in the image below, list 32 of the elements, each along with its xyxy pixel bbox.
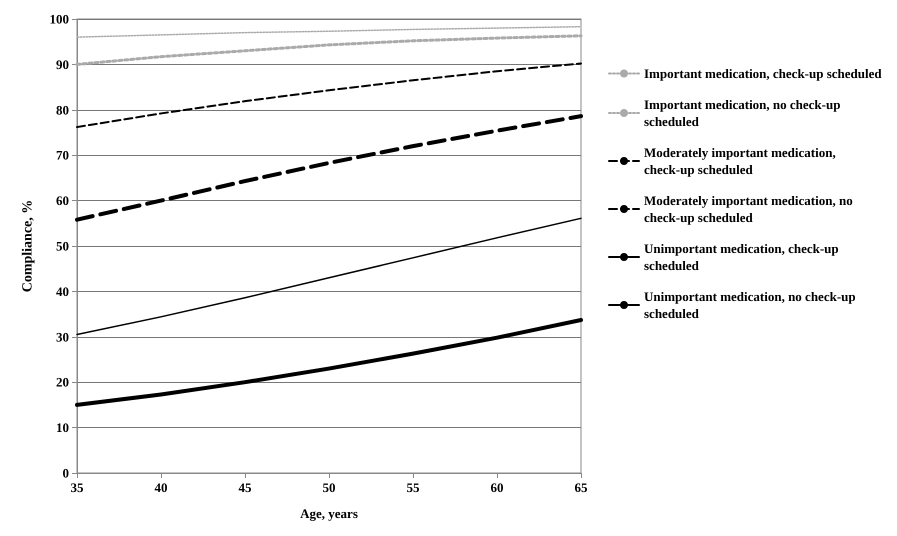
x-axis-title: Age, years bbox=[300, 506, 358, 521]
y-tick-label: 40 bbox=[56, 284, 69, 299]
legend-label: Unimportant medication, check-up scheduled bbox=[644, 241, 842, 273]
line-series bbox=[76, 62, 582, 128]
x-tick-label: 50 bbox=[322, 480, 336, 495]
y-tick-label: 10 bbox=[56, 420, 69, 436]
line-series bbox=[76, 218, 582, 336]
x-tick-label: 55 bbox=[406, 480, 420, 495]
legend-label: Moderately important medication, no check-up scheduled bbox=[644, 193, 856, 225]
y-tick-label: 20 bbox=[56, 374, 69, 390]
legend-label: Unimportant medication, no check-up scheduled bbox=[644, 289, 859, 321]
line-series bbox=[76, 34, 582, 66]
y-tick-label: 50 bbox=[56, 238, 69, 254]
x-tick-label: 60 bbox=[490, 480, 504, 495]
legend-label: Important medication, check-up scheduled bbox=[644, 66, 882, 81]
y-tick-label: 30 bbox=[56, 329, 69, 344]
line-series bbox=[75, 114, 583, 222]
y-tick-label: 100 bbox=[50, 12, 69, 26]
x-tick-label: 65 bbox=[574, 480, 588, 495]
legend-label: Moderately important medication, check-up scheduled bbox=[644, 145, 839, 177]
y-tick-label: 60 bbox=[56, 193, 69, 208]
x-tick-label: 35 bbox=[70, 480, 84, 495]
y-tick-label: 0 bbox=[62, 466, 69, 480]
x-tick-label: 40 bbox=[154, 480, 168, 495]
legend-label: Important medication, no check-up scheduled bbox=[644, 97, 844, 129]
x-tick-label: 45 bbox=[238, 480, 252, 495]
line-series bbox=[76, 26, 582, 38]
y-axis-title: Compliance, % bbox=[20, 200, 36, 292]
y-tick-label: 90 bbox=[56, 56, 69, 72]
y-tick-label: 70 bbox=[56, 148, 69, 163]
y-tick-label: 80 bbox=[56, 102, 69, 118]
line-series bbox=[75, 318, 583, 407]
